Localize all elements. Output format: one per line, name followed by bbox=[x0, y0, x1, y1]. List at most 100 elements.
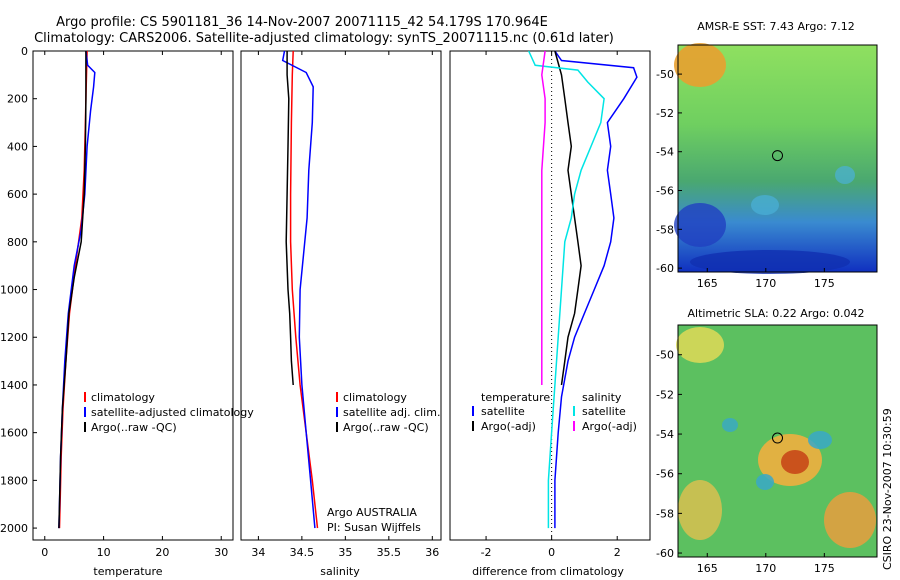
sla-map: Altimetric SLA: 0.22 Argo: 0.042 165 170 1… bbox=[656, 307, 878, 575]
x-tick-label: 0 bbox=[548, 546, 555, 559]
series-line bbox=[281, 50, 316, 529]
series-line bbox=[289, 50, 319, 529]
series-line bbox=[528, 50, 605, 529]
legend-label-satellite-adjusted: satellite-adjusted climatology bbox=[91, 406, 254, 419]
series-line bbox=[554, 50, 582, 386]
y-tick-label: 1800 bbox=[0, 474, 28, 487]
salinity-axes-frame bbox=[240, 50, 442, 541]
map-frame bbox=[677, 44, 878, 273]
x-tick-label: 36 bbox=[425, 546, 439, 559]
sst-map-ticks: 165 170 175 -50 -52 -54 -56 -58 -60 bbox=[656, 44, 878, 290]
temperature-series bbox=[58, 50, 96, 529]
sla-map-title: Altimetric SLA: 0.22 Argo: 0.042 bbox=[687, 307, 864, 320]
legend-swatch-climatology bbox=[84, 392, 86, 402]
sla-low-patch bbox=[722, 418, 738, 432]
x-tick-label: 20 bbox=[155, 546, 169, 559]
legend-label-climatology: climatology bbox=[343, 391, 407, 404]
depth-ticks: 0 200 400 600 800 1000 1200 1400 1600 1800 2000 bbox=[0, 45, 37, 535]
map-x-tick-label: 165 bbox=[697, 277, 718, 290]
y-tick-label: 600 bbox=[7, 188, 28, 201]
series-line bbox=[554, 50, 638, 529]
legend-swatch-argo bbox=[84, 422, 86, 432]
y-tick-label: 0 bbox=[21, 45, 28, 58]
x-tick-label: 34 bbox=[251, 546, 265, 559]
legend-swatch-sal-argo bbox=[573, 421, 575, 431]
temperature-panel: 0 200 400 600 800 1000 1200 1400 1600 1800 2000 0 1… bbox=[0, 45, 254, 578]
legend-label-argo: Argo(..raw -QC) bbox=[343, 421, 429, 434]
sla-low-patch bbox=[756, 474, 774, 490]
sst-map-title: AMSR-E SST: 7.43 Argo: 7.12 bbox=[697, 20, 855, 33]
legend-swatch-satellite-adjusted bbox=[84, 407, 86, 417]
map-y-tick-label: -50 bbox=[656, 68, 674, 81]
y-tick-label: 400 bbox=[7, 140, 28, 153]
sla-high-patch bbox=[824, 492, 876, 548]
temperature-axes-frame bbox=[32, 50, 234, 541]
legend-header-salinity: salinity bbox=[582, 391, 622, 404]
series-line bbox=[58, 50, 96, 529]
map-y-tick-label: -54 bbox=[656, 146, 674, 159]
difference-series bbox=[528, 50, 638, 529]
argo-float-marker bbox=[772, 432, 783, 444]
annotation-pi: PI: Susan Wijffels bbox=[327, 521, 421, 534]
map-y-tick-label: -60 bbox=[656, 547, 674, 560]
figure-title-line2: Climatology: CARS2006. Satellite-adjuste… bbox=[34, 31, 614, 46]
map-x-tick-label: 170 bbox=[755, 277, 776, 290]
y-tick-label: 800 bbox=[7, 236, 28, 249]
map-x-tick-label: 175 bbox=[814, 277, 835, 290]
y-tick-label: 1200 bbox=[0, 331, 28, 344]
difference-panel: -2 0 2 difference from climatology tempera… bbox=[449, 50, 651, 578]
x-tick-label: 0 bbox=[41, 546, 48, 559]
salinity-panel: 34 34.5 35 35.5 36 salinity climatology sate… bbox=[240, 50, 442, 578]
map-y-tick-label: -56 bbox=[656, 185, 674, 198]
temperature-xlabel: temperature bbox=[93, 565, 162, 578]
sst-map: AMSR-E SST: 7.43 Argo: 7.12 165 170 175 -50… bbox=[656, 20, 878, 290]
map-y-tick-label: -58 bbox=[656, 223, 674, 236]
legend-swatch-argo bbox=[336, 422, 338, 432]
side-timestamp: CSIRO 23-Nov-2007 10:30:59 bbox=[881, 408, 894, 570]
x-tick-label: 30 bbox=[214, 546, 228, 559]
legend-label-argo: Argo(..raw -QC) bbox=[91, 421, 177, 434]
sla-map-ticks: 165 170 175 -50 -52 -54 -56 -58 -60 bbox=[656, 324, 878, 575]
map-y-tick-label: -52 bbox=[656, 107, 674, 120]
sst-cyan-patch bbox=[835, 166, 855, 184]
legend-swatch-temp-argo bbox=[472, 421, 474, 431]
x-tick-label: 10 bbox=[97, 546, 111, 559]
x-tick-label: 35.5 bbox=[377, 546, 402, 559]
y-tick-label: 1000 bbox=[0, 284, 28, 297]
map-y-tick-label: -54 bbox=[656, 428, 674, 441]
figure-title-line1: Argo profile: CS 5901181_36 14-Nov-2007 … bbox=[56, 15, 548, 30]
legend-swatch-sal-satellite bbox=[573, 406, 575, 416]
legend-swatch-climatology bbox=[336, 392, 338, 402]
x-tick-label: 34.5 bbox=[290, 546, 315, 559]
sst-warm-patch bbox=[674, 43, 726, 87]
map-x-tick-label: 170 bbox=[755, 562, 776, 575]
sla-high-patch bbox=[676, 327, 724, 363]
temperature-ticks: 0 10 20 30 bbox=[41, 51, 228, 559]
sla-low-patch bbox=[808, 431, 832, 449]
map-frame bbox=[677, 324, 878, 558]
difference-xlabel: difference from climatology bbox=[472, 565, 624, 578]
legend-label-climatology: climatology bbox=[91, 391, 155, 404]
difference-axes-frame bbox=[449, 50, 651, 541]
map-y-tick-label: -50 bbox=[656, 349, 674, 362]
map-x-tick-label: 165 bbox=[697, 562, 718, 575]
argo-float-marker bbox=[772, 150, 783, 162]
temperature-legend: climatology satellite-adjusted climatolo… bbox=[84, 391, 254, 434]
difference-legend: temperature salinity satellite Argo(-adj… bbox=[472, 391, 637, 433]
salinity-series bbox=[281, 50, 319, 529]
map-y-tick-label: -56 bbox=[656, 468, 674, 481]
salinity-ticks: 34 34.5 35 35.5 36 bbox=[251, 51, 439, 559]
y-tick-label: 200 bbox=[7, 93, 28, 106]
x-tick-label: 35 bbox=[338, 546, 352, 559]
series-line bbox=[541, 50, 546, 385]
y-tick-label: 2000 bbox=[0, 522, 28, 535]
legend-header-temperature: temperature bbox=[481, 391, 550, 404]
map-y-tick-label: -58 bbox=[656, 507, 674, 520]
difference-ticks: -2 0 2 bbox=[481, 51, 621, 559]
x-tick-label: -2 bbox=[481, 546, 492, 559]
salinity-xlabel: salinity bbox=[320, 565, 360, 578]
series-line bbox=[58, 50, 88, 529]
legend-label-satellite-adj: satellite adj. clim. bbox=[343, 406, 440, 419]
sst-cold-patch bbox=[674, 203, 726, 247]
